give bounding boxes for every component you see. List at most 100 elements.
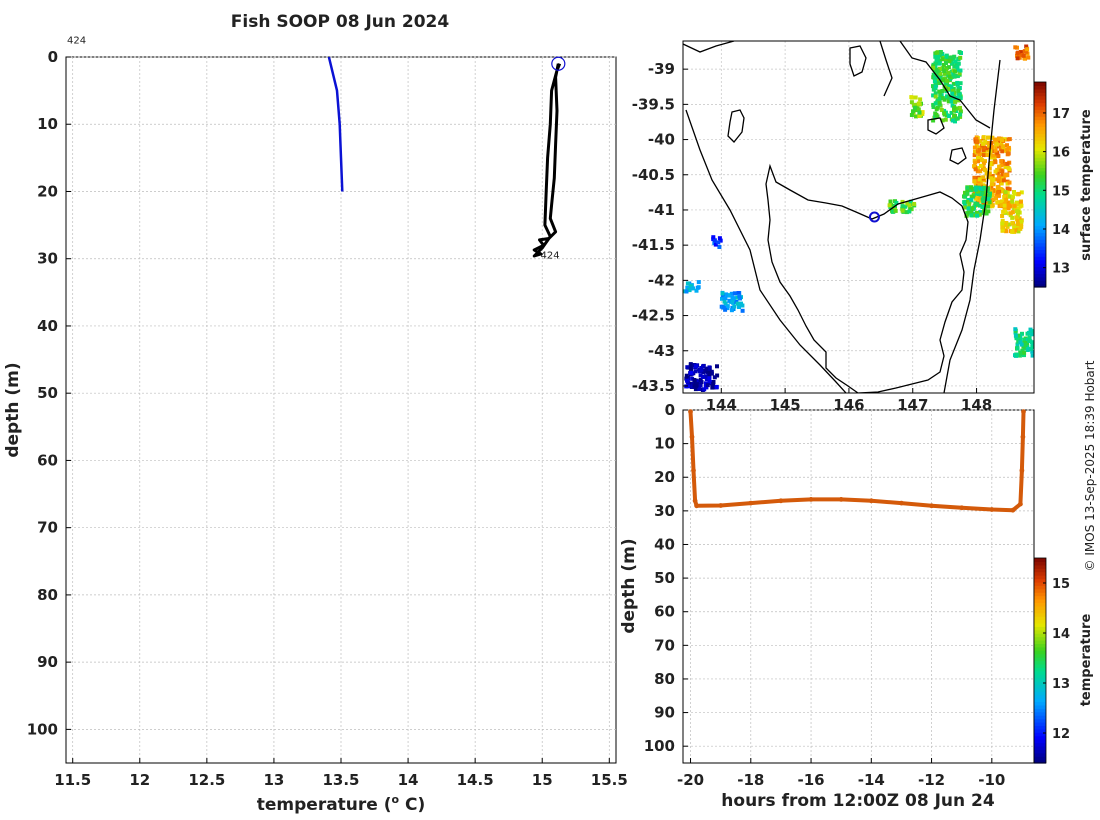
map-sst-pixel — [951, 57, 956, 62]
map-sst-pixel — [948, 56, 953, 60]
map-sst-pixel — [699, 367, 704, 372]
map-sst-pixel — [963, 205, 968, 210]
depth-time-colorbar-segment — [1034, 745, 1046, 750]
depth-time-colorbar-segment — [1034, 619, 1046, 624]
map-sst-pixel — [942, 111, 947, 116]
map-sst-pixel — [934, 58, 939, 63]
depth-time-colorbar-segment — [1034, 602, 1046, 607]
depth-time-colorbar-segment — [1034, 633, 1046, 638]
map-sst-pixel — [725, 304, 730, 309]
depth-time-colorbar-segment — [1034, 588, 1046, 593]
map-sst-pixel — [956, 98, 961, 103]
depth-time-colorbar-segment — [1034, 605, 1046, 610]
map-sst-pixel — [718, 238, 723, 243]
depth-time-track — [688, 409, 1026, 513]
map-sst-pixel — [957, 50, 962, 55]
map-colorbar-segment — [1034, 256, 1046, 261]
map-sst-pixel — [1007, 187, 1012, 192]
credit-text: © IMOS 13-Sep-2025 18:39 Hobart — [1083, 360, 1097, 571]
map-colorbar-segment — [1034, 174, 1046, 179]
map-colorbar-segment — [1034, 263, 1046, 268]
profile-annotations: 424 424 — [67, 36, 560, 262]
map-sst-pixel — [933, 91, 938, 96]
map-sst-pixel — [916, 101, 921, 106]
map-sst-pixel — [740, 308, 745, 313]
map-sst-pixel — [1010, 215, 1015, 220]
map-sst-pixel — [720, 296, 724, 301]
map-sst-pixel — [1014, 336, 1019, 341]
profile-y-tick-label: 100 — [27, 720, 58, 738]
map-sst-pixel — [1028, 327, 1033, 332]
map-sst-pixel — [1027, 338, 1032, 343]
map-sst-pixel — [688, 367, 693, 372]
map-sst-pixel — [1000, 169, 1005, 174]
map-sst-pixel — [946, 70, 951, 75]
map-sst-pixel — [1022, 350, 1027, 355]
profile-series-line — [327, 56, 344, 192]
depth-time-colorbar-segment — [1034, 564, 1046, 569]
map-sst-pixel — [689, 370, 693, 375]
map-sst-pixel — [958, 96, 963, 101]
map-colorbar: 13 14 15 16 17 — [1033, 81, 1070, 288]
map-sst-pixel — [688, 286, 693, 291]
profile-x-tick-label: 15.5 — [591, 771, 628, 789]
map-sst-pixel — [947, 94, 952, 99]
map-colorbar-segment — [1034, 181, 1046, 186]
map-sst-pixel — [692, 378, 697, 382]
map-colorbar-segment — [1034, 222, 1046, 227]
map-sst-pixel — [684, 289, 689, 294]
map-colorbar-segment — [1034, 276, 1046, 281]
map-sst-pixel — [940, 89, 945, 93]
map-sst-pixel — [1001, 178, 1006, 183]
map-colorbar-segment — [1034, 129, 1046, 134]
map-sst-pixel — [1013, 228, 1018, 233]
map-sst-pixel — [1026, 346, 1031, 351]
map-sst-pixel — [690, 376, 695, 381]
map-sst-pixel — [972, 190, 977, 195]
map-sst-pixel — [988, 191, 992, 196]
map-sst-pixel — [981, 183, 986, 188]
map-sst-pixel — [976, 166, 981, 170]
profile-y-tick-label: 10 — [37, 115, 58, 133]
map-sst-pixel — [1023, 342, 1028, 347]
map-sst-pixel — [934, 107, 939, 112]
map-sst-pixel — [978, 210, 983, 215]
map-sst-pixel — [964, 213, 969, 218]
depth-time-colorbar-segment — [1034, 561, 1046, 566]
depth-time-colorbar-segment — [1034, 718, 1046, 723]
map-sst-pixel — [991, 197, 996, 202]
depth-time-point — [1019, 468, 1025, 473]
map-sst-pixel — [975, 191, 979, 196]
map-sst-pixel — [1020, 348, 1025, 353]
map-sst-pixel — [1012, 225, 1017, 230]
map-sst-pixel — [699, 380, 704, 385]
map-colorbar-segment — [1034, 184, 1046, 189]
depth-time-colorbar-segment — [1034, 571, 1046, 576]
map-sst-pixel — [999, 176, 1004, 181]
map-sst-pixel — [958, 105, 962, 110]
depth-time-colorbar-tick-label: 12 — [1052, 727, 1070, 742]
map-sst-pixel — [954, 116, 959, 121]
depth-time-x-tick-label: -16 — [797, 771, 824, 789]
map-sst-pixel — [950, 61, 954, 66]
map-sst-pixel — [908, 206, 913, 211]
map-sst-pixel — [967, 203, 972, 208]
map-sst-pixel — [983, 168, 988, 173]
map-sst-pixel — [933, 101, 938, 106]
map-sst-pixel — [712, 375, 717, 380]
map-sst-pixel — [909, 95, 914, 100]
map-sst-pixel — [727, 298, 732, 303]
map-sst-pixel — [935, 69, 940, 74]
profile-y-label: depth (m) — [3, 362, 23, 457]
map-sst-pixel — [969, 209, 974, 214]
depth-time-colorbar-segment — [1034, 698, 1046, 703]
profile-y-tick-label: 90 — [37, 653, 58, 671]
map-y-tick-label: -39 — [648, 60, 675, 78]
map-sst-pixel — [981, 161, 986, 166]
map-sst-pixel — [697, 387, 702, 391]
map-sst-pixel — [969, 213, 974, 218]
map-sst-pixel — [977, 203, 982, 208]
map-sst-pixel — [914, 102, 919, 107]
map-sst-pixel — [957, 71, 962, 76]
map-colorbar-segment — [1034, 126, 1046, 131]
